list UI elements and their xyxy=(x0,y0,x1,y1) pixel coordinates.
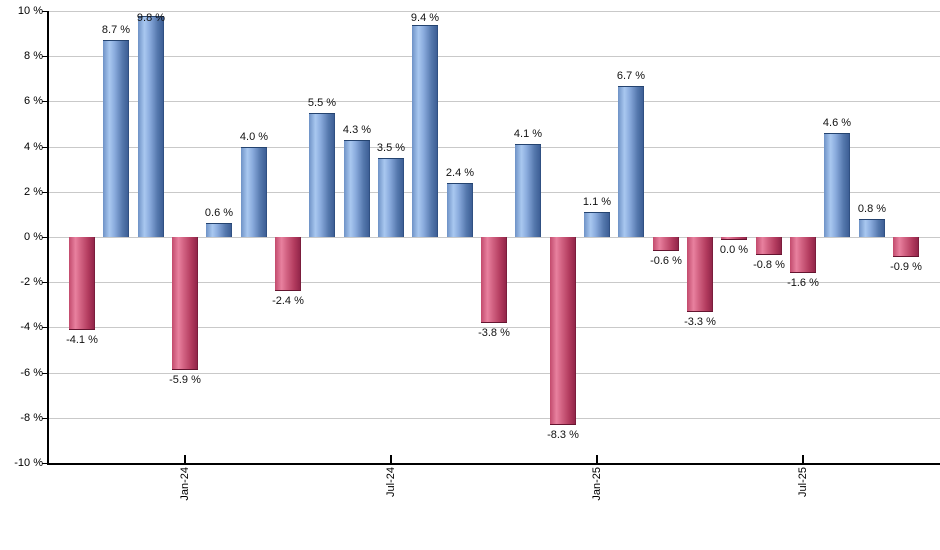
y-axis-tick xyxy=(42,101,48,102)
bar-value-label: 2.4 % xyxy=(445,167,475,179)
horizontal-gridline xyxy=(48,418,940,419)
y-axis-tick-label: -4 % xyxy=(20,321,43,333)
y-axis-tick-label: 0 % xyxy=(24,231,43,243)
x-axis-tick-label: Jul-25 xyxy=(797,467,809,497)
y-axis-tick xyxy=(42,463,48,464)
x-axis-tick xyxy=(184,455,186,463)
bar-value-label: 3.5 % xyxy=(376,142,406,154)
bar xyxy=(412,25,438,237)
bar xyxy=(481,237,507,323)
bar-value-label: 4.0 % xyxy=(239,131,269,143)
y-axis-tick-label: -10 % xyxy=(14,457,43,469)
y-axis-tick-label: -8 % xyxy=(20,412,43,424)
bar-value-label: 6.7 % xyxy=(616,70,646,82)
bar-value-label: 4.3 % xyxy=(342,124,372,136)
bar xyxy=(618,86,644,237)
bar xyxy=(584,212,610,237)
horizontal-gridline xyxy=(48,147,940,148)
y-axis-tick-label: 10 % xyxy=(17,5,43,17)
bar xyxy=(515,144,541,237)
x-axis-tick-label: Jan-25 xyxy=(591,467,603,501)
y-axis-tick xyxy=(42,327,48,328)
bar-value-label: -4.1 % xyxy=(66,334,98,346)
y-axis-tick xyxy=(42,11,48,12)
bar xyxy=(138,16,164,237)
horizontal-gridline xyxy=(48,192,940,193)
y-axis-tick-label: 6 % xyxy=(24,95,43,107)
x-axis-tick xyxy=(596,455,598,463)
bar-value-label: -5.9 % xyxy=(169,374,201,386)
horizontal-gridline xyxy=(48,327,940,328)
y-axis-tick-label: -6 % xyxy=(20,367,43,379)
bar-value-label: -0.9 % xyxy=(890,261,922,273)
bar xyxy=(893,237,919,257)
bar xyxy=(687,237,713,312)
horizontal-gridline xyxy=(48,101,940,102)
y-axis-line xyxy=(47,11,49,465)
y-axis-tick-label: 2 % xyxy=(24,186,43,198)
y-axis-tick-label: 8 % xyxy=(24,50,43,62)
bar xyxy=(241,147,267,237)
bar xyxy=(206,223,232,237)
y-axis-tick-label: 4 % xyxy=(24,141,43,153)
bar-value-label: -1.6 % xyxy=(787,277,819,289)
bar xyxy=(721,237,747,240)
bar-value-label: 4.6 % xyxy=(822,117,852,129)
y-axis-tick-label: -2 % xyxy=(20,276,43,288)
bar xyxy=(103,40,129,237)
bar xyxy=(790,237,816,273)
bar-value-label: 0.6 % xyxy=(204,207,234,219)
bar xyxy=(550,237,576,425)
x-axis-tick-label: Jul-24 xyxy=(385,467,397,497)
bar xyxy=(824,133,850,237)
bar-value-label: 1.1 % xyxy=(582,196,612,208)
bar-value-label: 4.1 % xyxy=(513,128,543,140)
bar xyxy=(344,140,370,237)
bar-value-label: -0.6 % xyxy=(650,255,682,267)
bar xyxy=(653,237,679,251)
bar xyxy=(309,113,335,237)
y-axis-tick xyxy=(42,56,48,57)
bar xyxy=(69,237,95,330)
bar-value-label: -3.3 % xyxy=(684,316,716,328)
bar xyxy=(275,237,301,291)
x-axis-line xyxy=(47,463,940,465)
bar-value-label: -8.3 % xyxy=(547,429,579,441)
bar-value-label: 8.7 % xyxy=(101,24,131,36)
y-axis-tick xyxy=(42,373,48,374)
horizontal-gridline xyxy=(48,373,940,374)
bar-value-label: 9.8 % xyxy=(136,12,166,24)
x-axis-tick xyxy=(390,455,392,463)
bar-value-label: 0.0 % xyxy=(719,244,749,256)
bar xyxy=(378,158,404,237)
bar xyxy=(756,237,782,255)
bar-value-label: -3.8 % xyxy=(478,327,510,339)
y-axis-tick xyxy=(42,192,48,193)
horizontal-gridline xyxy=(48,56,940,57)
bar xyxy=(172,237,198,370)
bar-value-label: 9.4 % xyxy=(410,12,440,24)
x-axis-tick xyxy=(802,455,804,463)
y-axis-tick xyxy=(42,237,48,238)
bar-value-label: 0.8 % xyxy=(857,203,887,215)
x-axis-tick-label: Jan-24 xyxy=(179,467,191,501)
bar xyxy=(859,219,885,237)
y-axis-tick xyxy=(42,147,48,148)
bar-value-label: -2.4 % xyxy=(272,295,304,307)
bar xyxy=(447,183,473,237)
horizontal-gridline xyxy=(48,11,940,12)
bar-value-label: 5.5 % xyxy=(307,97,337,109)
y-axis-tick xyxy=(42,282,48,283)
bar-value-label: -0.8 % xyxy=(753,259,785,271)
y-axis-tick xyxy=(42,418,48,419)
